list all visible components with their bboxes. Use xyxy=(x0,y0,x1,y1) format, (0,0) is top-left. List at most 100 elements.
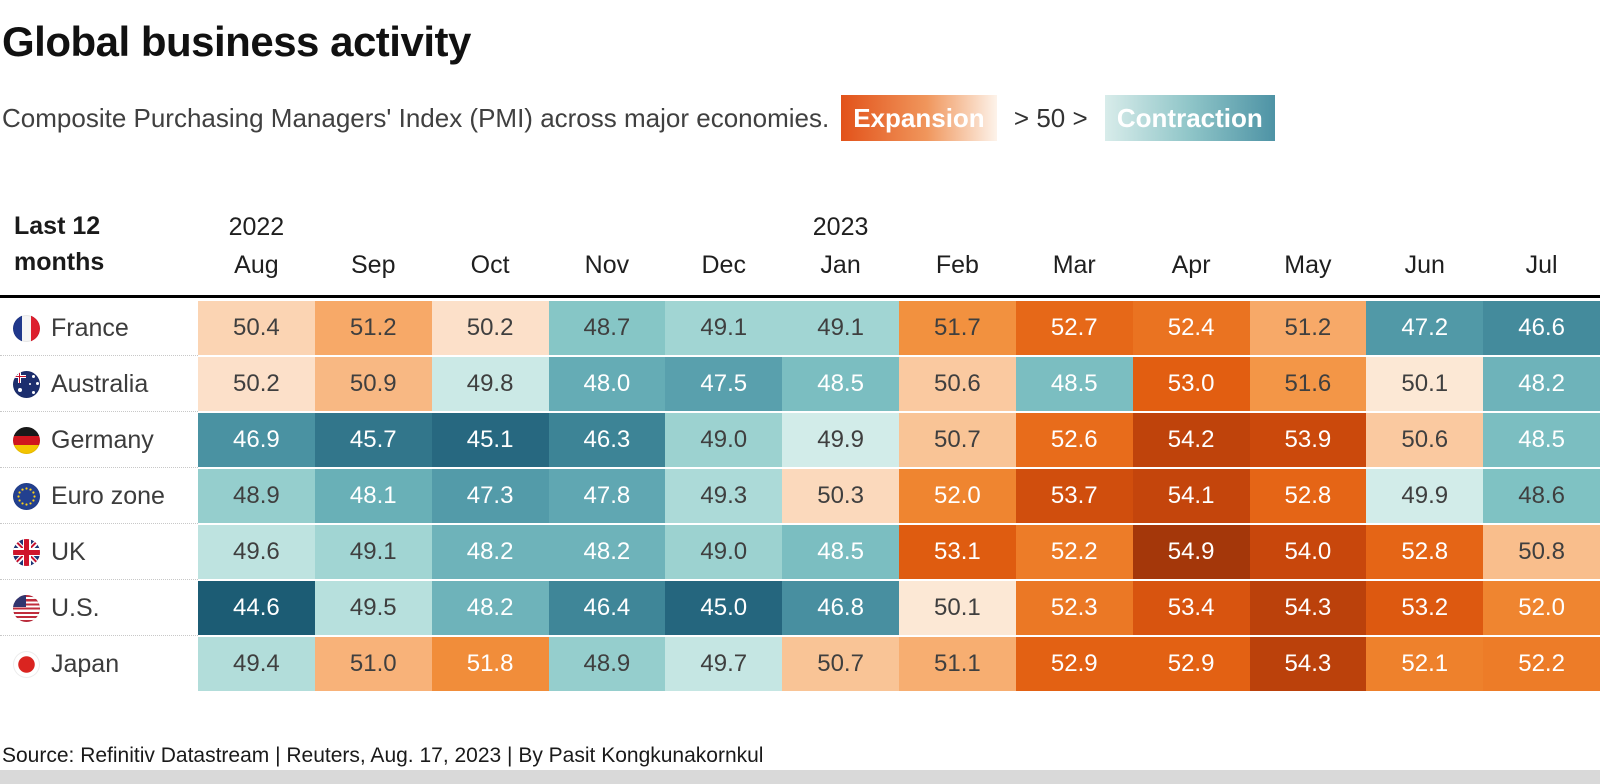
pmi-cell: 48.0 xyxy=(548,357,666,411)
germany-flag-icon xyxy=(13,426,40,454)
pmi-cell: 54.2 xyxy=(1132,413,1250,467)
pmi-cell: 48.2 xyxy=(431,581,549,635)
month-header: Jun xyxy=(1404,251,1445,279)
pmi-cell: 49.3 xyxy=(665,469,783,523)
year-label: 2023 xyxy=(812,213,869,241)
pmi-cell: 50.9 xyxy=(314,357,432,411)
month-header: Jan xyxy=(820,251,861,279)
pmi-cell: 48.2 xyxy=(548,525,666,579)
pmi-cell: 46.3 xyxy=(548,413,666,467)
pmi-cell: 53.0 xyxy=(1132,357,1250,411)
pmi-cell: 52.0 xyxy=(1483,581,1600,635)
pmi-cell: 45.7 xyxy=(314,413,432,467)
table-row: U.S. 44.6 49.5 48.2 46.4 45.0 46.8 50.1 52.3 53.4… xyxy=(0,579,1600,635)
pmi-cell: 52.3 xyxy=(1015,581,1133,635)
pmi-cell: 50.1 xyxy=(1366,357,1484,411)
pmi-cell: 44.6 xyxy=(198,581,315,635)
heatmap-body: France 50.4 51.2 50.2 48.7 49.1 49.1 51.7 52.7 52… xyxy=(0,301,1600,691)
pmi-cell: 53.2 xyxy=(1366,581,1484,635)
pmi-cell: 52.6 xyxy=(1015,413,1133,467)
country-name: Euro zone xyxy=(51,481,165,510)
pmi-cell: 52.9 xyxy=(1015,637,1133,691)
pmi-cell: 54.9 xyxy=(1132,525,1250,579)
pmi-cell: 54.3 xyxy=(1249,581,1367,635)
us-flag-icon xyxy=(13,594,40,622)
pmi-cell: 49.0 xyxy=(665,413,783,467)
row-label-australia: Australia xyxy=(0,355,198,411)
pmi-cell: 50.1 xyxy=(899,581,1016,635)
pmi-cell: 50.2 xyxy=(431,301,549,355)
country-name: Japan xyxy=(51,649,120,678)
pmi-cell: 46.6 xyxy=(1483,301,1600,355)
pmi-cell: 53.9 xyxy=(1249,413,1367,467)
month-header: Nov xyxy=(584,251,630,279)
row-label-euro-zone: Euro zone xyxy=(0,467,198,523)
pmi-cell: 49.9 xyxy=(1366,469,1484,523)
pmi-cell: 49.6 xyxy=(198,525,315,579)
pmi-cell: 52.0 xyxy=(899,469,1016,523)
legend-threshold-label: > 50 > xyxy=(1006,102,1095,133)
uk-flag-icon xyxy=(13,538,40,566)
table-header: Last 12 months 2022 2023 Aug Sep Oct Nov Dec Ja… xyxy=(0,208,1600,298)
pmi-cell: 50.7 xyxy=(782,637,899,691)
pmi-cell: 50.3 xyxy=(782,469,899,523)
pmi-cell: 50.4 xyxy=(198,301,315,355)
pmi-cell: 52.8 xyxy=(1249,469,1367,523)
pmi-cell: 49.0 xyxy=(665,525,783,579)
legend-expansion-badge: Expansion xyxy=(841,95,997,141)
pmi-cell: 50.7 xyxy=(899,413,1016,467)
row-label-us: U.S. xyxy=(0,579,198,635)
pmi-cell: 53.1 xyxy=(899,525,1016,579)
row-label-japan: Japan xyxy=(0,635,198,691)
country-name: Australia xyxy=(51,369,149,398)
australia-flag-icon xyxy=(13,370,40,398)
legend-contraction-badge: Contraction xyxy=(1104,95,1275,141)
month-header: Dec xyxy=(701,251,746,279)
pmi-cell: 52.9 xyxy=(1132,637,1250,691)
month-header: Jul xyxy=(1525,251,1558,279)
pmi-cell: 49.1 xyxy=(314,525,432,579)
pmi-cell: 51.2 xyxy=(314,301,432,355)
month-header: Mar xyxy=(1052,251,1096,279)
table-row: UK 49.6 49.1 48.2 48.2 49.0 48.5 53.1 52.2 54.9 54… xyxy=(0,523,1600,579)
table-row: Australia 50.2 50.9 49.8 48.0 47.5 48.5 50.6 48.… xyxy=(0,355,1600,411)
pmi-cell: 49.1 xyxy=(665,301,783,355)
corner-label-line1: Last 12 xyxy=(14,212,101,240)
pmi-cell: 54.0 xyxy=(1249,525,1367,579)
table-row: Euro zone 48.9 48.1 47.3 47.8 49.3 50.3 52.0 53.… xyxy=(0,467,1600,523)
pmi-cell: 47.3 xyxy=(431,469,549,523)
pmi-cell: 48.9 xyxy=(198,469,315,523)
pmi-cell: 51.6 xyxy=(1249,357,1367,411)
country-name: UK xyxy=(51,537,86,566)
corner-label: Last 12 months xyxy=(0,208,198,284)
month-header: Apr xyxy=(1171,251,1211,279)
france-flag-icon xyxy=(13,314,40,342)
pmi-cell: 50.8 xyxy=(1483,525,1600,579)
table-row: Japan 49.4 51.0 51.8 48.9 49.7 50.7 51.1 52.9 52.… xyxy=(0,635,1600,691)
pmi-cell: 47.2 xyxy=(1366,301,1484,355)
pmi-cell: 53.7 xyxy=(1015,469,1133,523)
pmi-cell: 51.0 xyxy=(314,637,432,691)
pmi-cell: 50.6 xyxy=(1366,413,1484,467)
pmi-cell: 49.9 xyxy=(782,413,899,467)
year-label: 2022 xyxy=(228,213,285,241)
row-label-germany: Germany xyxy=(0,411,198,467)
pmi-cell: 51.1 xyxy=(899,637,1016,691)
pmi-cell: 48.9 xyxy=(548,637,666,691)
country-name: U.S. xyxy=(51,593,100,622)
pmi-cell: 48.5 xyxy=(782,525,899,579)
pmi-cell: 52.8 xyxy=(1366,525,1484,579)
pmi-cell: 52.2 xyxy=(1015,525,1133,579)
pmi-cell: 49.1 xyxy=(782,301,899,355)
pmi-cell: 48.5 xyxy=(1015,357,1133,411)
pmi-cell: 46.4 xyxy=(548,581,666,635)
source-line: Source: Refinitiv Datastream | Reuters, … xyxy=(2,744,764,767)
country-name: Germany xyxy=(51,425,154,454)
table-row: France 50.4 51.2 50.2 48.7 49.1 49.1 51.7 52.7 52… xyxy=(0,301,1600,355)
pmi-cell: 45.0 xyxy=(665,581,783,635)
row-label-uk: UK xyxy=(0,523,198,579)
bottom-bar xyxy=(0,770,1600,784)
subtitle-row: Composite Purchasing Managers' Index (PM… xyxy=(2,93,1598,143)
pmi-cell: 46.9 xyxy=(198,413,315,467)
page-title: Global business activity xyxy=(2,18,471,65)
